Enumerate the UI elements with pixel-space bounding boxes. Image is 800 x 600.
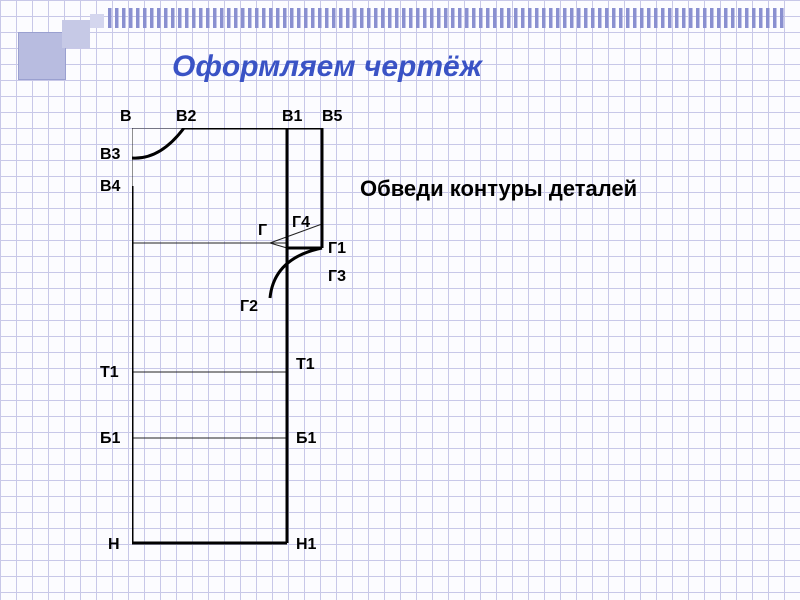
point-label-Б1п: Б1 [296,430,316,448]
page-title: Оформляем чертёж [172,50,482,84]
point-label-Г2: Г2 [240,298,258,316]
decor-big-square [18,32,66,80]
point-label-В1: В1 [282,108,302,126]
point-label-Г3: Г3 [328,268,346,286]
decor-sm-square [90,14,104,28]
point-label-В3: В3 [100,146,120,164]
point-label-Г1: Г1 [328,240,346,258]
g-g1-tiny [270,243,287,248]
point-label-Г: Г [258,222,267,240]
point-label-В2: В2 [176,108,196,126]
point-label-В4: В4 [100,178,120,196]
point-label-В5: В5 [322,108,342,126]
point-label-Н: Н [108,536,120,554]
neck-arc [132,128,184,158]
point-label-Т1п: Т1 [296,356,315,374]
point-label-Н1: Н1 [296,536,316,554]
decor-bar [108,8,786,28]
pattern-diagram [132,128,532,568]
point-label-Г4: Г4 [292,214,310,232]
point-label-Б1л: Б1 [100,430,120,448]
point-label-Т1л: Т1 [100,364,119,382]
armhole-arc [270,248,322,298]
point-label-В: В [120,108,132,126]
decor-med-square [62,20,90,48]
corner-decoration [4,4,104,104]
